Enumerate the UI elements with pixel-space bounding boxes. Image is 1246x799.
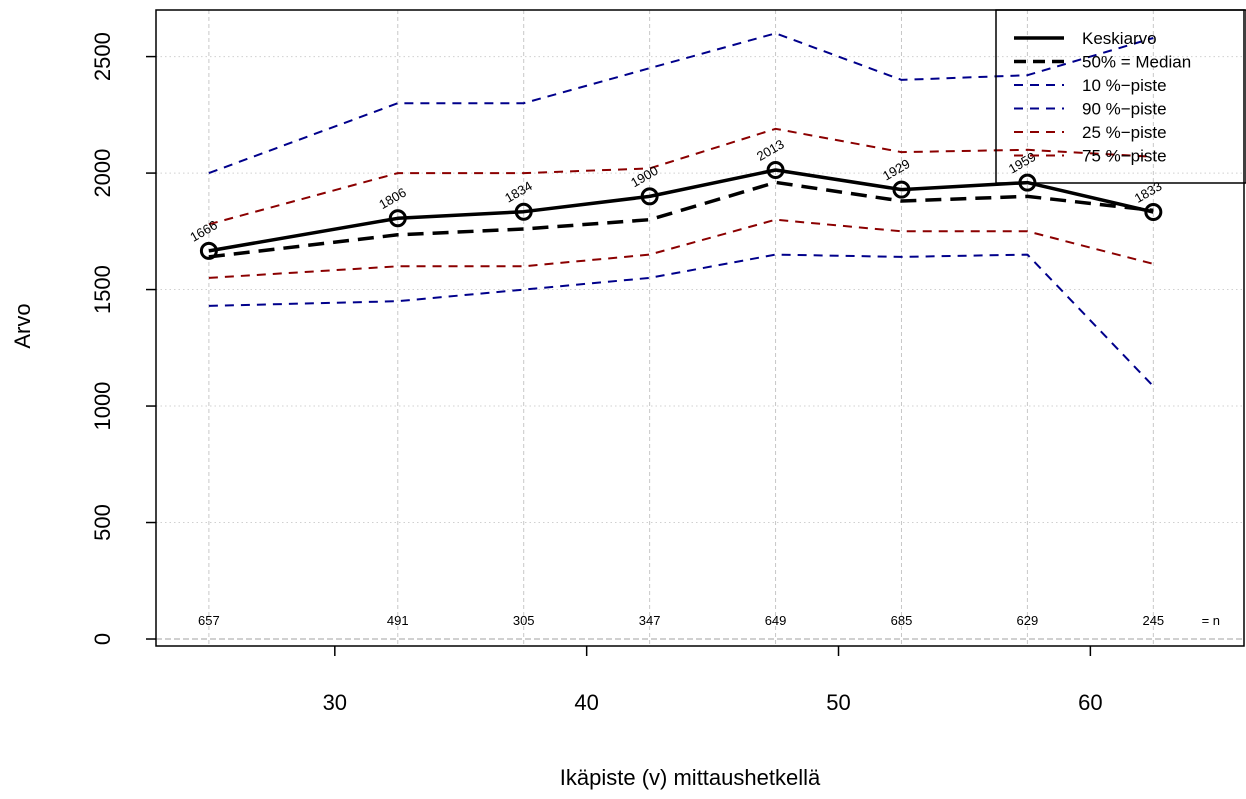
mean-point-7 xyxy=(1144,202,1163,221)
series-line-2 xyxy=(208,253,1155,387)
mean-point-2 xyxy=(514,202,533,221)
mean-point-3 xyxy=(640,187,659,206)
n-label: 491 xyxy=(387,613,409,628)
series-line-1 xyxy=(208,180,1154,259)
x-tick-label: 60 xyxy=(1078,690,1102,715)
legend-label-5: 75 %−piste xyxy=(1082,147,1167,166)
mean-point-0 xyxy=(199,241,218,260)
n-label: 347 xyxy=(639,613,661,628)
n-label: 657 xyxy=(198,613,220,628)
y-tick-label: 1500 xyxy=(90,265,115,314)
legend-label-4: 25 %−piste xyxy=(1082,123,1167,142)
y-axis-title: Arvo xyxy=(10,303,35,348)
mean-label: 2013 xyxy=(754,136,787,163)
y-tick-label: 2500 xyxy=(90,32,115,81)
series-line-4 xyxy=(208,218,1154,279)
n-label: 245 xyxy=(1142,613,1164,628)
series-line-0 xyxy=(208,168,1154,253)
y-tick-label: 2000 xyxy=(90,149,115,198)
legend-label-2: 10 %−piste xyxy=(1082,76,1167,95)
x-tick-label: 30 xyxy=(323,690,347,715)
x-axis-title: Ikäpiste (v) mittaushetkellä xyxy=(560,765,821,790)
axis-layer: 0 500 1000 1500 2000 2500 30 40 50 60 xyxy=(90,32,1103,715)
x-tick-label: 50 xyxy=(826,690,850,715)
n-suffix-label: = n xyxy=(1202,613,1220,628)
legend-label-3: 90 %−piste xyxy=(1082,100,1167,119)
x-tick-label: 40 xyxy=(574,690,598,715)
grid-layer xyxy=(156,10,1244,646)
y-tick-label: 1000 xyxy=(90,382,115,431)
mean-point-4 xyxy=(766,161,785,180)
mean-label: 1806 xyxy=(376,185,409,212)
plot-frame xyxy=(155,9,1245,647)
n-label: 649 xyxy=(765,613,787,628)
legend-box xyxy=(995,9,1246,184)
y-tick-label: 0 xyxy=(90,633,115,645)
mean-point-5 xyxy=(892,180,911,199)
legend: Keskiarvo 50% = Median 10 %−piste 90 %−pist… xyxy=(995,9,1246,184)
series-line-5 xyxy=(208,127,1154,226)
y-tick-label: 500 xyxy=(90,504,115,541)
legend-label-0: Keskiarvo xyxy=(1082,29,1157,48)
n-label: 685 xyxy=(891,613,913,628)
n-label: 305 xyxy=(513,613,535,628)
mean-point-1 xyxy=(388,209,407,228)
n-label: 629 xyxy=(1017,613,1039,628)
mean-label: 1929 xyxy=(880,156,913,183)
legend-label-1: 50% = Median xyxy=(1082,53,1191,72)
mean-label: 1834 xyxy=(502,178,535,205)
series-layer xyxy=(199,32,1163,387)
mean-label: 1666 xyxy=(187,217,220,244)
